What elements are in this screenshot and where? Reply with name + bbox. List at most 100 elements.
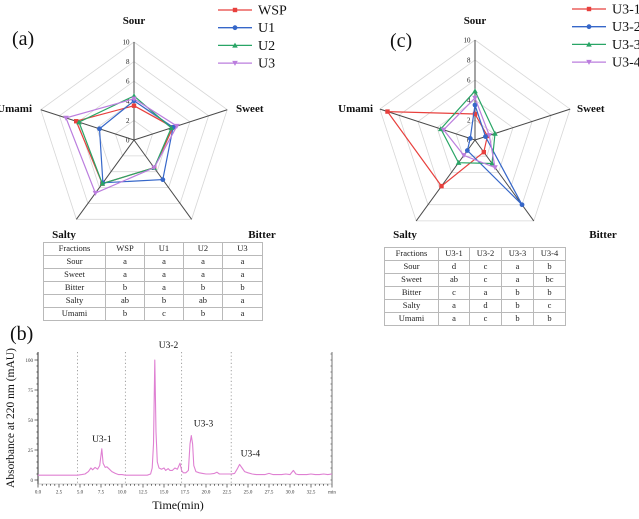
radar-axis-line (133, 109, 228, 141)
triangle-down-marker-icon (232, 60, 238, 66)
table-cell: d (469, 299, 502, 313)
peak-label: U3-3 (194, 420, 214, 430)
table-cell: b (501, 312, 534, 326)
table-cell: ab (438, 273, 470, 287)
square-marker-icon (232, 7, 238, 13)
square-marker-icon (481, 149, 487, 155)
radar-axis-line (75, 139, 135, 220)
radar-axis-label: Sweet (577, 103, 605, 115)
radar-grid-ring (77, 80, 191, 189)
circle-marker-icon (464, 148, 470, 153)
table-header-row: Fractions U3-1 U3-2 U3-3 U3-4 (384, 247, 566, 261)
y-tick-label: 0 (31, 479, 34, 484)
triangle-down-marker-icon (151, 165, 157, 171)
circle-marker-icon (483, 134, 488, 140)
radar-grid-ring (455, 119, 495, 157)
radar-tick-label: 2 (467, 117, 471, 125)
table-header-cell: U3-2 (469, 247, 502, 261)
y-tick-label: 100 (26, 359, 34, 364)
table-cell: Salty (43, 294, 106, 308)
radar-grid-ring (398, 59, 552, 206)
table-cell: c (438, 286, 470, 300)
table-cell: a (144, 281, 184, 295)
radar-axis-label: Umami (338, 103, 373, 115)
table-header-cell: Fractions (43, 242, 106, 256)
circle-marker-icon (519, 202, 525, 208)
radar-chart-a: 0 2 4 6 8 10 Sour Sweet Bitter Salty Umami WSP U1 U2 U… (0, 4, 287, 241)
x-tick-label: 7.5 (98, 491, 105, 496)
significance-table-a: Fractions WSP U1 U2 U3 Sour a a a a Sweet a a a a Bitte… (43, 242, 263, 321)
table-cell: a (501, 273, 534, 287)
table-cell: a (222, 294, 263, 308)
legend-label: U2 (258, 39, 275, 54)
table-header-cell: U3-1 (438, 247, 470, 261)
circle-marker-icon (472, 102, 478, 108)
table-cell: a (144, 268, 184, 282)
table-row: Umami b c b a (43, 307, 263, 321)
radar-axis-label: Sour (464, 15, 487, 27)
legend-label: WSP (258, 4, 287, 19)
radar-tick-label: 8 (126, 58, 130, 66)
y-tick-label: 75 (28, 389, 34, 394)
table-cell: c (469, 273, 502, 287)
panel-a-label: (a) (12, 28, 35, 50)
radar-axis-label: Umami (0, 103, 32, 115)
radar-series-line (98, 100, 174, 184)
radar-axis-label: Salty (52, 229, 76, 240)
panel-b-label: (b) (10, 323, 34, 345)
table-cell: a (183, 255, 223, 269)
table-cell: b (222, 281, 263, 295)
table-cell: a (222, 255, 263, 269)
radar-tick-label: 10 (123, 39, 131, 47)
x-tick-label: 10.0 (118, 491, 127, 496)
table-cell: ab (105, 294, 145, 308)
x-tick-label: 15.0 (160, 491, 169, 496)
radar-series-line (78, 95, 173, 185)
x-tick-label: 30.0 (286, 491, 295, 496)
table-cell: a (183, 268, 223, 282)
table-cell: Sour (43, 255, 106, 269)
table-header-cell: U3-4 (533, 247, 566, 261)
triangle-down-marker-icon (174, 123, 180, 129)
radar-tick-label: 0 (126, 137, 130, 145)
y-tick-label: 25 (28, 449, 34, 454)
radar-tick-label: 8 (467, 57, 471, 65)
triangle-down-marker-icon (586, 59, 592, 65)
x-tick-label: 5.0 (77, 491, 84, 496)
table-header-cell: U3-3 (501, 247, 534, 261)
table-header-cell: Fractions (384, 247, 439, 261)
table-cell: d (438, 260, 470, 274)
circle-marker-icon (467, 136, 473, 141)
table-cell: b (144, 294, 184, 308)
radar-series-line (65, 98, 178, 194)
table-cell: b (105, 307, 145, 321)
table-row: Salty ab b ab a (43, 294, 263, 308)
radar-grid-ring (58, 61, 210, 204)
table-cell: Sweet (384, 273, 439, 287)
radar-grid-ring (417, 79, 533, 189)
radar-grid-ring (114, 119, 154, 157)
table-cell: ab (183, 294, 223, 308)
table-cell: a (222, 268, 263, 282)
triangle-up-marker-icon (168, 125, 175, 131)
table-cell: b (183, 281, 223, 295)
square-marker-icon (586, 6, 592, 12)
table-row: Bitter b a b b (43, 281, 263, 295)
table-cell: b (183, 307, 223, 321)
radar-axis-label: Sweet (236, 103, 264, 115)
table-cell: a (105, 268, 145, 282)
triangle-down-marker-icon (63, 115, 69, 121)
triangle-up-marker-icon (99, 180, 106, 186)
table-cell: Salty (384, 299, 439, 313)
table-header-cell: U2 (183, 242, 223, 256)
table-header-cell: WSP (105, 242, 145, 256)
panel-c-label: (c) (390, 30, 413, 52)
legend-label: U3-4 (612, 56, 639, 71)
table-row: Sour d c a b (384, 260, 566, 274)
table-cell: bc (533, 273, 566, 287)
chromatogram-b: 0 25 50 75 100 0.0 2.5 5.0 7.5 10.0 12.5 15.0 17.5 20… (5, 341, 336, 496)
table-cell: b (501, 286, 534, 300)
table-row: Sour a a a a (43, 255, 263, 269)
legend-label: U3 (258, 57, 275, 72)
triangle-down-marker-icon (492, 165, 498, 171)
